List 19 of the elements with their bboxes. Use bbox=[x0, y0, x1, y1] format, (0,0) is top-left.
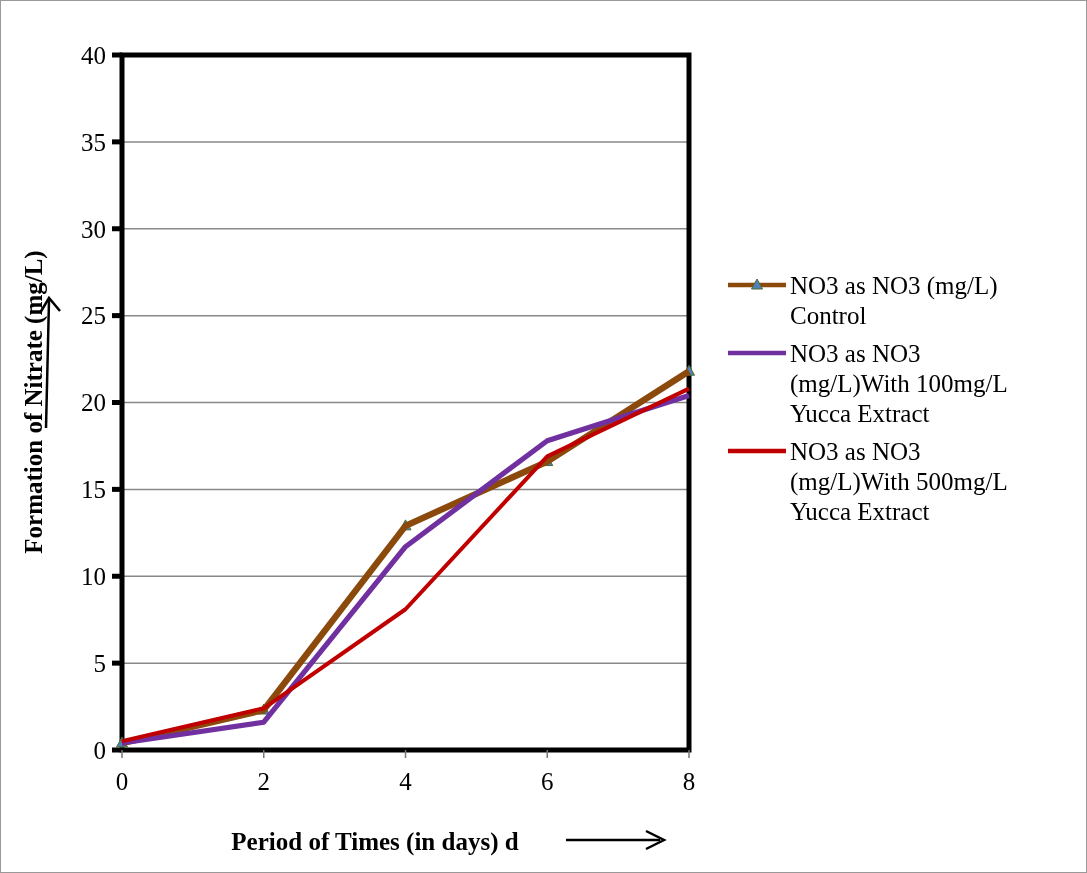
x-tick-label: 2 bbox=[257, 768, 270, 795]
x-axis-title: Period of Times (in days) d bbox=[231, 828, 519, 856]
x-tick-label: 6 bbox=[541, 768, 554, 795]
legend-label: NO3 as NO3 (mg/L) Control bbox=[790, 271, 998, 329]
y-tick-label: 35 bbox=[81, 128, 106, 156]
x-tick-label: 4 bbox=[399, 768, 413, 795]
x-tick-label: 8 bbox=[682, 768, 696, 795]
y-tick-label: 15 bbox=[81, 476, 106, 504]
x-tick-label: 0 bbox=[115, 768, 129, 795]
y-tick-label: 25 bbox=[81, 302, 106, 330]
y-tick-label: 20 bbox=[81, 389, 106, 417]
legend-label: NO3 as NO3 (mg/L)With 500mg/L Yucca Extract bbox=[790, 437, 1008, 525]
y-tick-label: 0 bbox=[93, 736, 106, 764]
legend-label: NO3 as NO3 (mg/L)With 100mg/L Yucca Extract bbox=[790, 339, 1008, 427]
y-tick-label: 30 bbox=[81, 215, 106, 243]
y-tick-label: 5 bbox=[93, 649, 106, 677]
y-tick-label: 10 bbox=[81, 563, 106, 590]
y-tick-label: 40 bbox=[81, 41, 106, 69]
y-axis-title: Formation of Nitrate (mg/L) bbox=[20, 250, 48, 554]
